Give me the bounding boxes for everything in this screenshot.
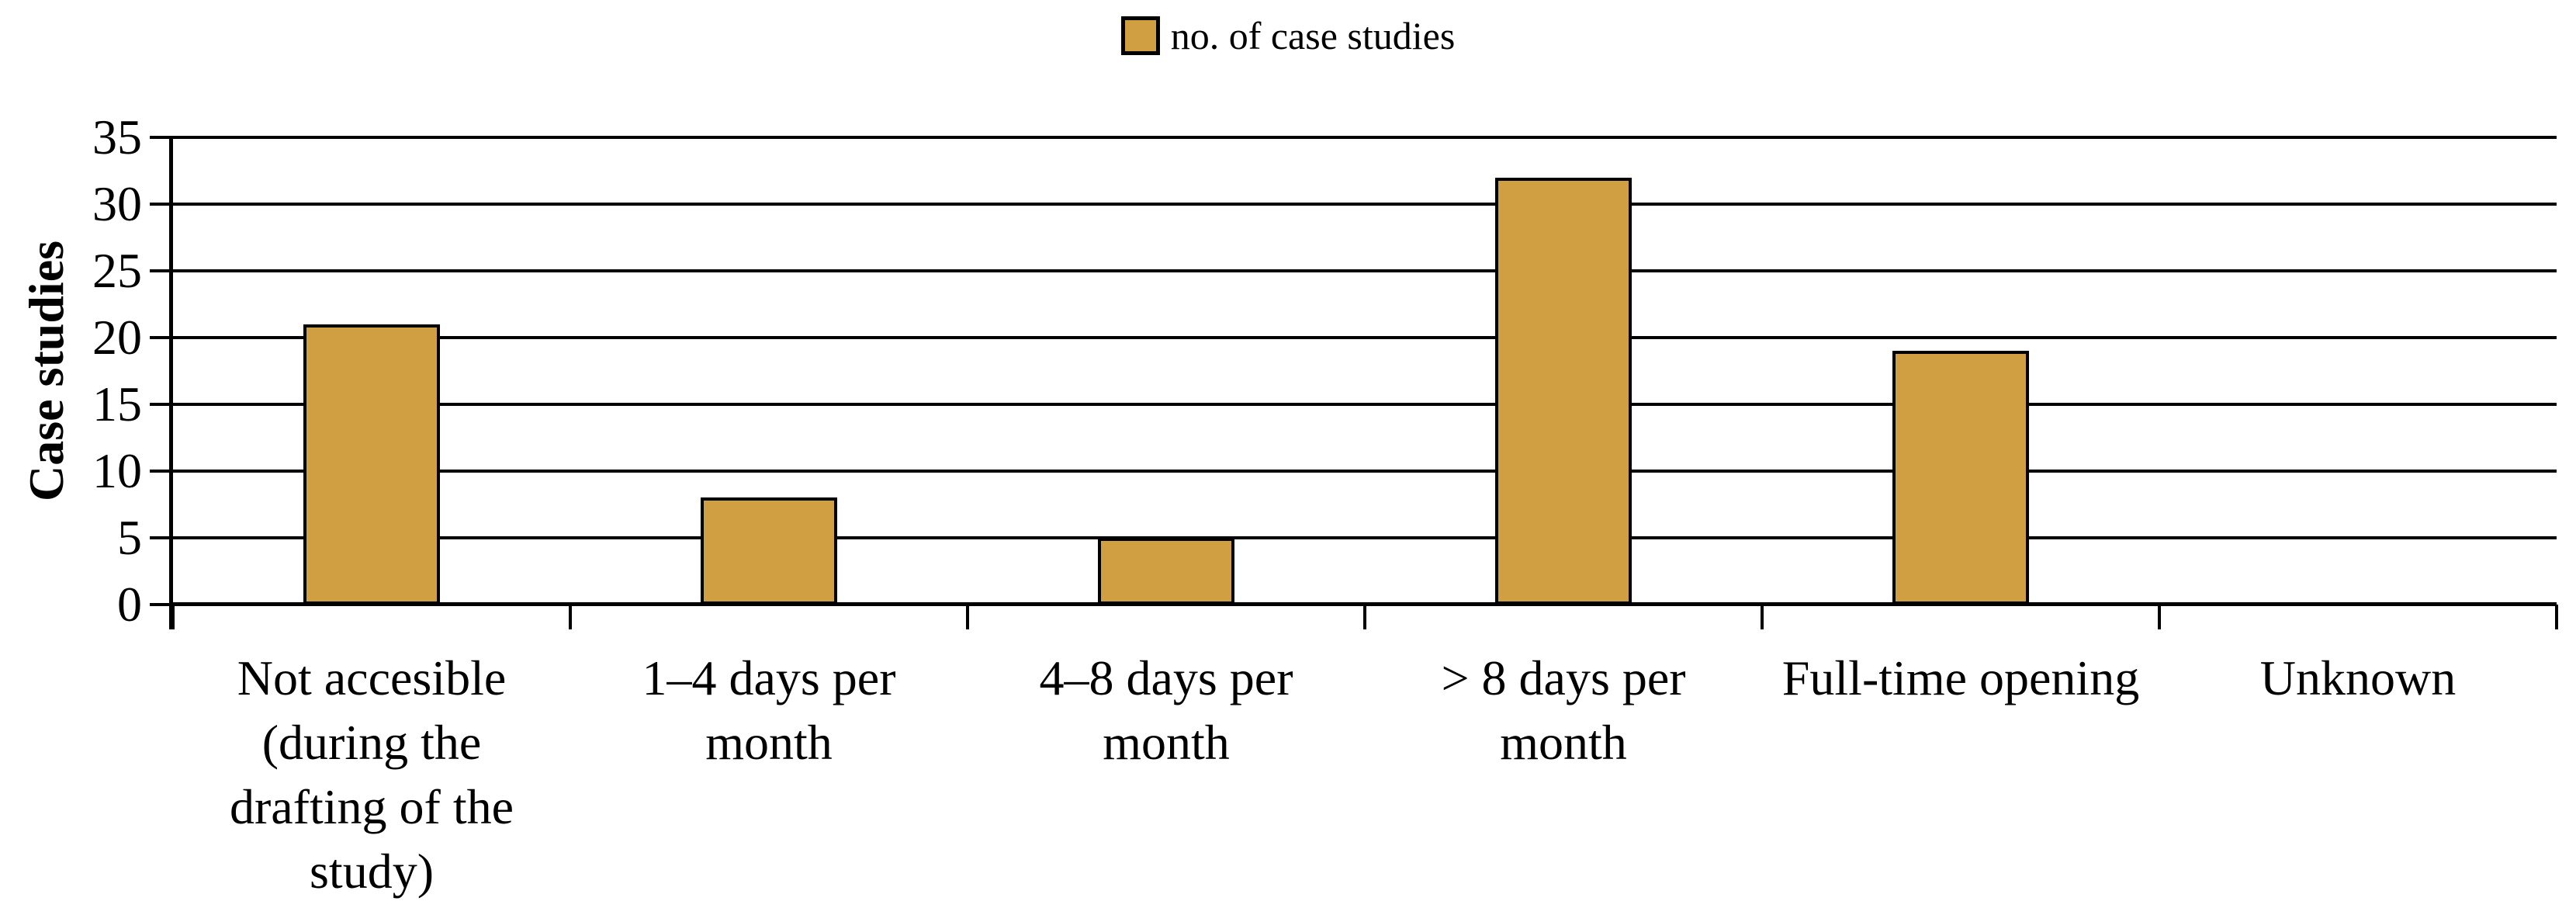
bar-4 (1495, 178, 1632, 605)
x-tick-2 (966, 605, 969, 629)
gridline-30 (173, 203, 2557, 206)
x-label-6: Unknown (2259, 650, 2457, 705)
y-tick-label-30: 30 (92, 176, 142, 231)
y-tick-10 (150, 470, 173, 473)
bar-5 (1892, 351, 2029, 605)
x-label-1: Not accesible (during the drafting of th… (229, 650, 514, 899)
x-label-4: > 8 days per month (1441, 650, 1686, 770)
y-tick-20 (150, 336, 173, 339)
y-tick-0 (150, 603, 173, 606)
gridline-5 (173, 536, 2557, 539)
gridline-35 (173, 136, 2557, 139)
y-tick-label-0: 0 (117, 577, 142, 632)
y-tick-30 (150, 203, 173, 206)
legend-color-swatch (1120, 16, 1160, 55)
gridline-20 (173, 336, 2557, 339)
y-tick-label-10: 10 (92, 443, 142, 498)
y-axis-line (169, 136, 173, 629)
y-tick-5 (150, 536, 173, 539)
x-tick-5 (2158, 605, 2161, 629)
plot-area: 35 30 25 20 15 10 5 0 Not accesible (during the… (92, 113, 2558, 899)
bar-2 (701, 497, 837, 605)
y-tick-label-35: 35 (92, 109, 142, 165)
y-tick-35 (150, 136, 173, 139)
x-tick-6 (2555, 605, 2558, 629)
x-tick-0 (171, 605, 175, 629)
y-tick-label-5: 5 (117, 510, 142, 565)
x-tick-3 (1363, 605, 1366, 629)
chart-legend: no. of case studies (0, 11, 2576, 61)
y-tick-label-15: 15 (92, 376, 142, 432)
x-tick-4 (1761, 605, 1764, 629)
y-tick-label-20: 20 (92, 310, 142, 365)
y-tick-15 (150, 403, 173, 406)
legend-label: no. of case studies (1170, 14, 1456, 57)
x-label-5: Full-time opening (1781, 650, 2140, 705)
x-axis-line (169, 602, 2557, 606)
x-label-2: 1–4 days per month (642, 650, 896, 770)
x-tick-1 (569, 605, 572, 629)
gridline-25 (173, 269, 2557, 272)
bar-1 (303, 324, 440, 605)
y-tick-25 (150, 269, 173, 272)
x-label-3: 4–8 days per month (1039, 650, 1293, 770)
bar-3 (1098, 538, 1234, 605)
gridline-10 (173, 470, 2557, 473)
gridline-15 (173, 403, 2557, 406)
y-tick-label-25: 25 (92, 243, 142, 298)
